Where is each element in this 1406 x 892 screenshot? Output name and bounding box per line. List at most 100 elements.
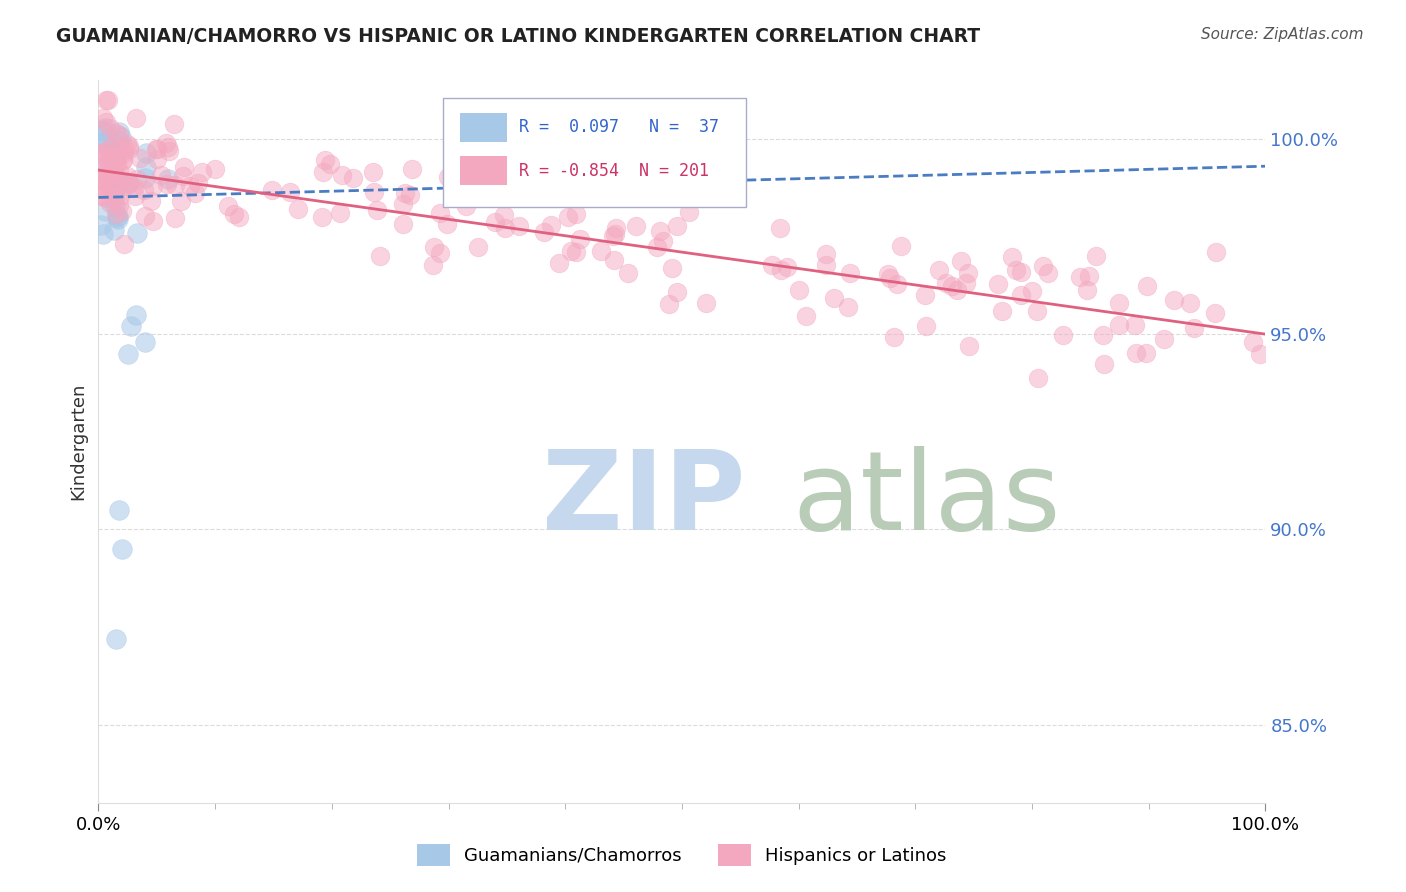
Point xyxy=(93,145,115,160)
Point xyxy=(550,186,572,200)
Point xyxy=(879,271,901,285)
Point xyxy=(949,254,972,268)
Point xyxy=(190,165,212,179)
Point xyxy=(94,152,117,166)
Point xyxy=(603,253,626,268)
Point xyxy=(104,151,127,165)
Point xyxy=(1249,347,1271,361)
Point xyxy=(127,172,149,186)
Point xyxy=(111,153,134,167)
Point xyxy=(149,168,172,182)
Point xyxy=(648,224,671,238)
Point xyxy=(987,277,1010,291)
Point xyxy=(96,115,118,129)
Point xyxy=(125,111,148,125)
Point xyxy=(489,175,512,189)
Point xyxy=(111,204,134,219)
Point xyxy=(89,145,111,160)
Point xyxy=(589,244,612,259)
Text: ZIP: ZIP xyxy=(541,446,745,553)
Point xyxy=(187,176,209,190)
Point xyxy=(101,168,124,182)
Point xyxy=(103,223,125,237)
Point xyxy=(103,199,125,213)
Point xyxy=(776,260,799,274)
Point xyxy=(146,153,169,167)
Point xyxy=(1204,306,1226,320)
Point xyxy=(93,173,115,187)
Point xyxy=(368,249,391,263)
Point xyxy=(494,221,516,235)
Point xyxy=(329,205,352,219)
Point xyxy=(228,210,250,224)
Point xyxy=(97,158,120,172)
Point xyxy=(314,153,336,167)
Point xyxy=(96,164,118,178)
Point xyxy=(330,168,353,182)
Point xyxy=(91,174,114,188)
Point xyxy=(1010,288,1032,302)
Point xyxy=(605,220,627,235)
Point xyxy=(1076,283,1098,297)
Point xyxy=(90,161,112,176)
Point xyxy=(179,179,201,194)
Point xyxy=(602,229,624,244)
Point xyxy=(100,172,122,186)
Point xyxy=(97,154,120,169)
Point xyxy=(941,279,963,293)
Point xyxy=(118,176,141,190)
Point xyxy=(1135,346,1157,360)
Point xyxy=(97,93,120,107)
Point xyxy=(928,262,950,277)
Point xyxy=(112,142,135,156)
Point xyxy=(142,214,165,228)
Point xyxy=(89,135,111,149)
Point xyxy=(97,139,120,153)
Point xyxy=(1036,266,1059,280)
FancyBboxPatch shape xyxy=(460,156,508,185)
Point xyxy=(108,125,131,139)
Point xyxy=(134,183,156,197)
Point xyxy=(101,168,124,182)
Point xyxy=(91,111,114,125)
Point xyxy=(105,179,128,194)
Y-axis label: Kindergarten: Kindergarten xyxy=(69,383,87,500)
Point xyxy=(172,169,194,184)
Point xyxy=(108,198,131,212)
Point xyxy=(456,199,478,213)
Text: R = -0.854  N = 201: R = -0.854 N = 201 xyxy=(519,161,709,179)
Point xyxy=(1077,268,1099,283)
Point xyxy=(666,285,689,299)
Point xyxy=(91,227,114,241)
Point xyxy=(1108,318,1130,332)
Point xyxy=(159,144,181,158)
Point xyxy=(423,240,446,254)
Point xyxy=(794,309,817,323)
Point xyxy=(156,177,179,191)
Point xyxy=(446,165,468,179)
Point xyxy=(142,179,165,194)
Text: atlas: atlas xyxy=(793,446,1062,553)
Point xyxy=(914,288,936,302)
Point xyxy=(217,199,239,213)
Point xyxy=(100,139,122,153)
Point xyxy=(112,152,135,166)
Point xyxy=(204,162,226,177)
Point xyxy=(436,169,458,184)
Point xyxy=(661,260,683,275)
Point xyxy=(540,219,562,233)
Point xyxy=(492,208,515,222)
Point xyxy=(134,209,156,223)
Point xyxy=(91,181,114,195)
Point xyxy=(1032,260,1054,274)
Text: R =  0.097   N =  37: R = 0.097 N = 37 xyxy=(519,119,718,136)
Point xyxy=(838,266,860,280)
Point xyxy=(103,164,125,178)
Text: Source: ZipAtlas.com: Source: ZipAtlas.com xyxy=(1201,27,1364,42)
Point xyxy=(652,234,675,248)
Point xyxy=(945,283,967,297)
Point xyxy=(115,179,138,194)
Point xyxy=(1136,278,1159,293)
Point xyxy=(429,245,451,260)
Point xyxy=(117,346,139,360)
